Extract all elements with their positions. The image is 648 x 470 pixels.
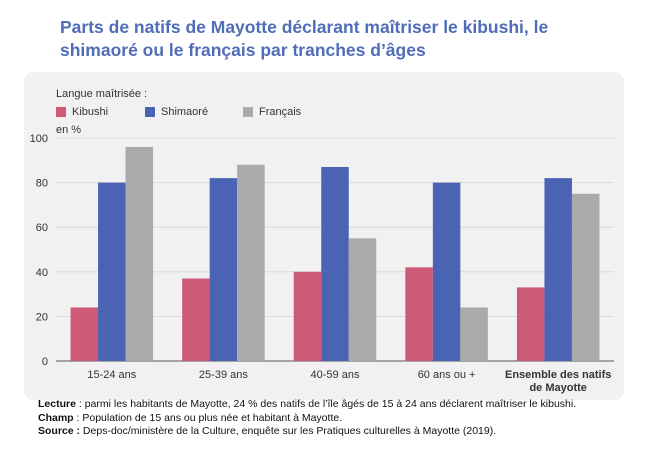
- bar-kibushi: [70, 307, 99, 361]
- note-champ-label: Champ: [38, 411, 74, 424]
- legend-item-shimaore: Shimaoré: [145, 106, 208, 118]
- note-source-label: Source :: [38, 425, 81, 437]
- note-champ-text: : Population de 15 ans ou plus née et ha…: [73, 411, 343, 424]
- bar-kibushi: [182, 278, 210, 361]
- x-tick-label: de Mayotte: [529, 382, 586, 394]
- legend-title: Langue maîtrisée :: [56, 88, 148, 100]
- bar-shimaoré: [98, 182, 126, 361]
- note-source: Source : Deps-doc/ministère de la Cultur…: [38, 425, 628, 439]
- unit-label: en %: [56, 124, 82, 136]
- y-tick-label: 100: [30, 133, 48, 145]
- y-tick-label: 40: [36, 267, 48, 279]
- legend-item-francais: Français: [243, 106, 301, 118]
- note-lecture-label: Lecture: [38, 398, 76, 410]
- x-tick-label: 25-39 ans: [199, 369, 248, 381]
- bar-français: [460, 307, 488, 361]
- bar-kibushi: [293, 271, 322, 361]
- legend-label-kibushi: Kibushi: [72, 106, 109, 118]
- y-tick-label: 20: [36, 311, 48, 323]
- bar-shimaoré: [321, 166, 349, 361]
- bar-chart: 0 20 40 60 80 100 15-24 ans 25-39 ans 40-59 ans 6…: [30, 133, 614, 394]
- y-tick-label: 60: [36, 222, 48, 234]
- bar-français: [571, 193, 600, 361]
- legend-swatch-kibushi: [56, 107, 66, 117]
- note-lecture-text: : parmi les habitants de Mayotte, 24 % d…: [75, 398, 577, 410]
- y-tick-label: 80: [36, 178, 48, 190]
- legend-label-shimaore: Shimaoré: [161, 106, 209, 118]
- x-tick-label: Ensemble des natifs: [505, 369, 611, 381]
- chart-notes: Lecture : parmi les habitants de Mayotte…: [38, 398, 628, 439]
- bar-kibushi: [405, 267, 433, 361]
- legend-swatch-francais: [243, 107, 253, 117]
- x-tick-label: 40-59 ans: [311, 369, 360, 381]
- bar-shimaoré: [544, 178, 572, 361]
- legend: Kibushi Shimaoré Français: [0, 106, 648, 122]
- legend-swatch-shimaore: [145, 107, 155, 117]
- y-tick-label: 0: [42, 356, 48, 368]
- note-champ: Champ : Population de 15 ans ou plus née…: [38, 412, 628, 426]
- bar-shimaoré: [209, 178, 238, 361]
- note-lecture: Lecture : parmi les habitants de Mayotte…: [38, 398, 628, 412]
- x-tick-label: 60 ans ou +: [418, 369, 476, 381]
- chart-title: Parts de natifs de Mayotte déclarant maî…: [60, 17, 549, 60]
- x-tick-label: 15-24 ans: [87, 369, 136, 381]
- note-source-text: Deps-doc/ministère de la Culture, enquêt…: [80, 425, 497, 437]
- bar-français: [348, 238, 377, 361]
- bar-kibushi: [516, 287, 545, 361]
- legend-label-francais: Français: [259, 106, 302, 118]
- bar-français: [125, 146, 154, 361]
- bar-shimaoré: [432, 182, 461, 361]
- legend-item-kibushi: Kibushi: [56, 106, 108, 118]
- bar-français: [237, 164, 265, 361]
